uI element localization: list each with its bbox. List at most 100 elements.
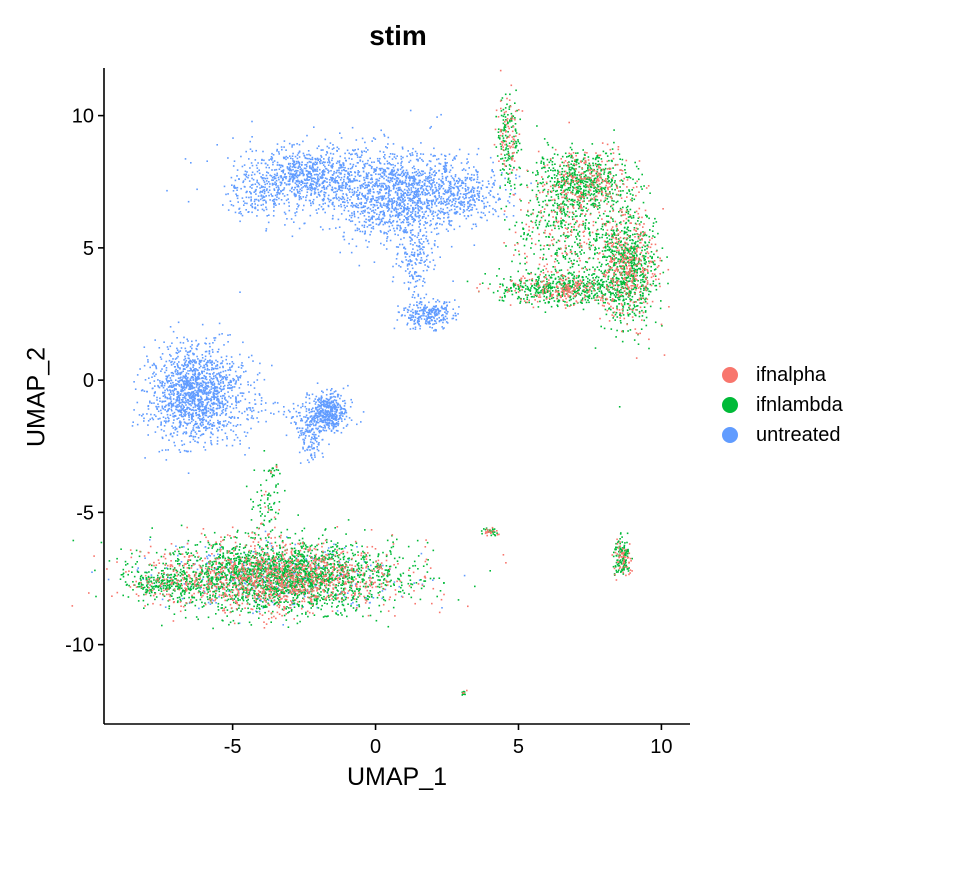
data-point <box>297 170 299 172</box>
data-point <box>146 390 148 393</box>
data-point <box>380 231 382 233</box>
data-point <box>199 373 201 375</box>
data-point <box>167 403 169 406</box>
data-point <box>323 169 325 171</box>
data-point <box>437 213 439 216</box>
data-point <box>378 216 380 218</box>
data-point <box>276 143 279 145</box>
data-point <box>151 376 153 378</box>
data-point <box>193 429 195 432</box>
data-point <box>340 411 342 413</box>
data-point <box>404 196 406 199</box>
data-point <box>375 199 378 202</box>
data-point <box>454 299 456 301</box>
data-point <box>189 350 191 353</box>
data-point <box>370 210 373 212</box>
data-point <box>407 268 409 270</box>
data-point <box>294 195 296 198</box>
data-point <box>409 281 412 284</box>
data-point <box>488 183 490 185</box>
data-point <box>397 208 399 211</box>
data-point <box>372 197 374 200</box>
data-point <box>207 360 209 362</box>
data-point <box>346 423 349 426</box>
data-point <box>183 385 185 388</box>
data-point <box>379 167 382 170</box>
data-point <box>413 177 415 179</box>
data-point <box>430 183 432 185</box>
data-point <box>328 425 330 427</box>
data-point <box>249 191 251 193</box>
data-point <box>424 192 426 194</box>
data-point <box>418 320 420 322</box>
data-point <box>216 395 219 398</box>
data-point <box>424 179 427 182</box>
data-point <box>327 410 329 412</box>
data-point <box>333 406 336 409</box>
data-point <box>400 162 402 164</box>
data-point <box>432 305 435 308</box>
data-point <box>323 412 325 414</box>
data-point <box>321 408 324 410</box>
data-point <box>336 416 338 418</box>
data-point <box>422 203 424 206</box>
data-point <box>303 167 306 170</box>
data-point <box>381 220 383 223</box>
data-point <box>473 194 476 196</box>
data-point <box>432 179 435 182</box>
data-point <box>203 427 205 429</box>
data-point <box>374 138 377 140</box>
data-point <box>306 188 309 191</box>
data-point <box>148 377 150 379</box>
data-point <box>439 256 441 258</box>
data-point <box>211 428 213 430</box>
data-point <box>314 189 316 191</box>
data-point <box>444 166 446 169</box>
data-point <box>195 433 198 435</box>
data-point <box>170 398 172 400</box>
data-point <box>261 208 264 211</box>
data-point <box>357 170 359 172</box>
data-point <box>331 388 333 390</box>
data-point <box>412 194 415 197</box>
data-point <box>383 135 386 137</box>
data-point <box>165 404 167 407</box>
data-point <box>446 305 448 307</box>
data-point <box>426 198 428 201</box>
data-point <box>349 187 351 190</box>
data-point <box>404 227 407 229</box>
data-point <box>282 193 284 195</box>
data-point <box>371 140 373 142</box>
data-point <box>317 208 320 210</box>
data-point <box>449 199 452 202</box>
data-point <box>356 423 358 426</box>
data-point <box>433 147 435 150</box>
data-point <box>408 183 410 186</box>
data-point <box>476 178 479 181</box>
data-point <box>193 398 196 400</box>
data-point <box>209 404 211 407</box>
data-point <box>414 319 416 321</box>
data-point <box>182 370 184 373</box>
data-point <box>190 387 193 390</box>
data-point <box>197 400 200 402</box>
data-point <box>458 180 460 183</box>
data-point <box>197 375 199 378</box>
data-point <box>409 259 411 261</box>
data-point <box>207 416 209 418</box>
data-point <box>386 167 388 169</box>
data-point <box>182 425 184 427</box>
data-point <box>209 361 212 364</box>
data-point <box>216 373 218 375</box>
data-point <box>314 398 317 400</box>
data-point <box>474 223 477 225</box>
data-point <box>316 161 318 164</box>
data-point <box>370 177 373 179</box>
data-point <box>263 199 266 201</box>
data-point <box>420 301 423 303</box>
data-point <box>493 174 496 177</box>
data-point <box>196 188 198 191</box>
data-point <box>197 425 200 428</box>
data-point <box>235 404 237 407</box>
data-point <box>244 186 246 188</box>
